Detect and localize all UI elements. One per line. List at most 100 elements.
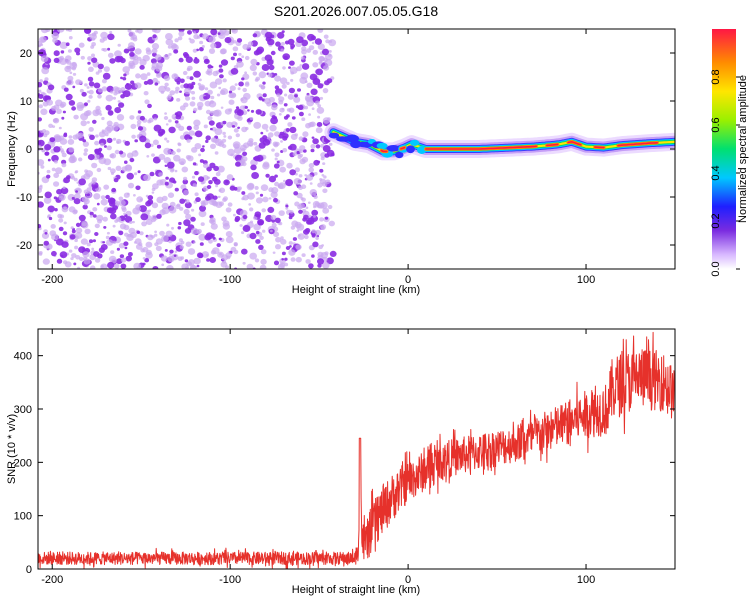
noise-speckle	[38, 44, 41, 48]
noise-speckle	[246, 183, 255, 191]
noise-speckle	[131, 134, 136, 139]
noise-speckle	[246, 263, 254, 269]
noise-speckle	[189, 136, 193, 140]
noise-speckle	[299, 149, 303, 153]
noise-speckle	[320, 226, 326, 231]
noise-speckle	[248, 121, 252, 125]
noise-speckle	[169, 253, 172, 256]
noise-speckle	[110, 250, 115, 255]
noise-speckle	[207, 89, 213, 95]
noise-speckle	[43, 196, 52, 204]
noise-speckle	[103, 158, 112, 166]
noise-speckle	[112, 137, 117, 141]
noise-speckle	[168, 126, 176, 134]
noise-speckle	[235, 133, 240, 138]
noise-speckle	[109, 153, 114, 158]
noise-speckle	[323, 65, 330, 71]
noise-speckle	[253, 223, 261, 231]
noise-speckle	[184, 87, 192, 95]
noise-speckle	[87, 154, 95, 161]
noise-speckle	[317, 104, 322, 108]
noise-speckle	[306, 174, 314, 181]
noise-speckle	[252, 33, 258, 38]
noise-speckle	[225, 252, 232, 258]
noise-speckle	[291, 116, 296, 120]
noise-speckle	[206, 185, 212, 189]
noise-speckle	[274, 75, 281, 82]
noise-speckle	[239, 224, 243, 227]
noise-speckle	[38, 82, 43, 88]
noise-speckle	[177, 143, 182, 147]
noise-speckle	[203, 163, 209, 169]
noise-speckle	[235, 161, 241, 167]
noise-speckle	[300, 56, 305, 60]
noise-speckle	[193, 107, 198, 112]
noise-speckle	[128, 31, 136, 38]
noise-speckle	[87, 61, 91, 65]
signal-core	[567, 140, 582, 146]
noise-speckle	[98, 147, 103, 152]
snr-axes: -200 -100 0 100 0 100 200 300 400	[14, 329, 675, 586]
noise-speckle	[84, 83, 88, 87]
noise-speckle	[226, 174, 234, 181]
noise-speckle	[190, 265, 198, 269]
noise-speckle	[248, 203, 252, 206]
noise-speckle	[280, 238, 287, 245]
noise-speckle	[178, 31, 185, 37]
noise-speckle	[169, 249, 174, 254]
noise-speckle	[80, 104, 85, 109]
noise-speckle	[185, 56, 193, 63]
noise-speckle	[274, 73, 278, 76]
noise-speckle	[38, 132, 42, 137]
noise-speckle	[268, 187, 274, 193]
noise-speckle	[121, 207, 127, 213]
noise-speckle	[233, 243, 237, 247]
noise-speckle	[311, 234, 316, 238]
noise-speckle	[166, 223, 170, 227]
noise-speckle	[85, 110, 92, 116]
noise-speckle	[109, 30, 113, 34]
noise-speckle	[92, 119, 97, 124]
noise-speckle	[201, 33, 209, 40]
noise-speckle	[278, 210, 285, 217]
noise-speckle	[173, 74, 177, 77]
noise-speckle	[290, 46, 294, 50]
noise-speckle	[317, 251, 324, 258]
noise-speckle	[135, 73, 141, 79]
noise-speckle	[52, 38, 58, 43]
noise-speckle	[164, 82, 169, 87]
noise-speckle	[274, 141, 280, 147]
noise-speckle	[140, 213, 149, 221]
signal-core	[380, 149, 388, 153]
noise-speckle	[323, 175, 327, 179]
noise-speckle	[147, 195, 154, 201]
noise-speckle	[145, 49, 152, 55]
noise-speckle	[144, 99, 150, 105]
noise-speckle	[311, 136, 315, 139]
noise-speckle	[214, 151, 219, 155]
noise-speckle	[168, 52, 172, 56]
noise-speckle	[303, 229, 310, 235]
noise-speckle	[209, 81, 218, 89]
noise-speckle	[116, 114, 125, 121]
noise-speckle	[169, 90, 175, 96]
noise-speckle	[313, 159, 320, 166]
noise-speckle	[44, 191, 52, 199]
noise-speckle	[209, 217, 216, 223]
noise-speckle	[164, 181, 169, 186]
noise-speckle	[146, 72, 151, 76]
noise-speckle	[321, 244, 324, 247]
noise-speckle	[91, 180, 96, 185]
noise-speckle	[88, 81, 95, 87]
snr-ytick-label: 400	[14, 351, 32, 363]
noise-speckle	[176, 148, 181, 153]
noise-speckle	[276, 93, 281, 98]
snr-content	[38, 331, 675, 569]
noise-speckle	[238, 81, 244, 87]
noise-speckle	[63, 221, 67, 225]
noise-speckle	[288, 87, 295, 94]
noise-speckle	[174, 169, 178, 173]
snr-ytick-label: 300	[14, 404, 32, 416]
noise-speckle	[189, 85, 194, 89]
noise-speckle	[322, 117, 330, 124]
